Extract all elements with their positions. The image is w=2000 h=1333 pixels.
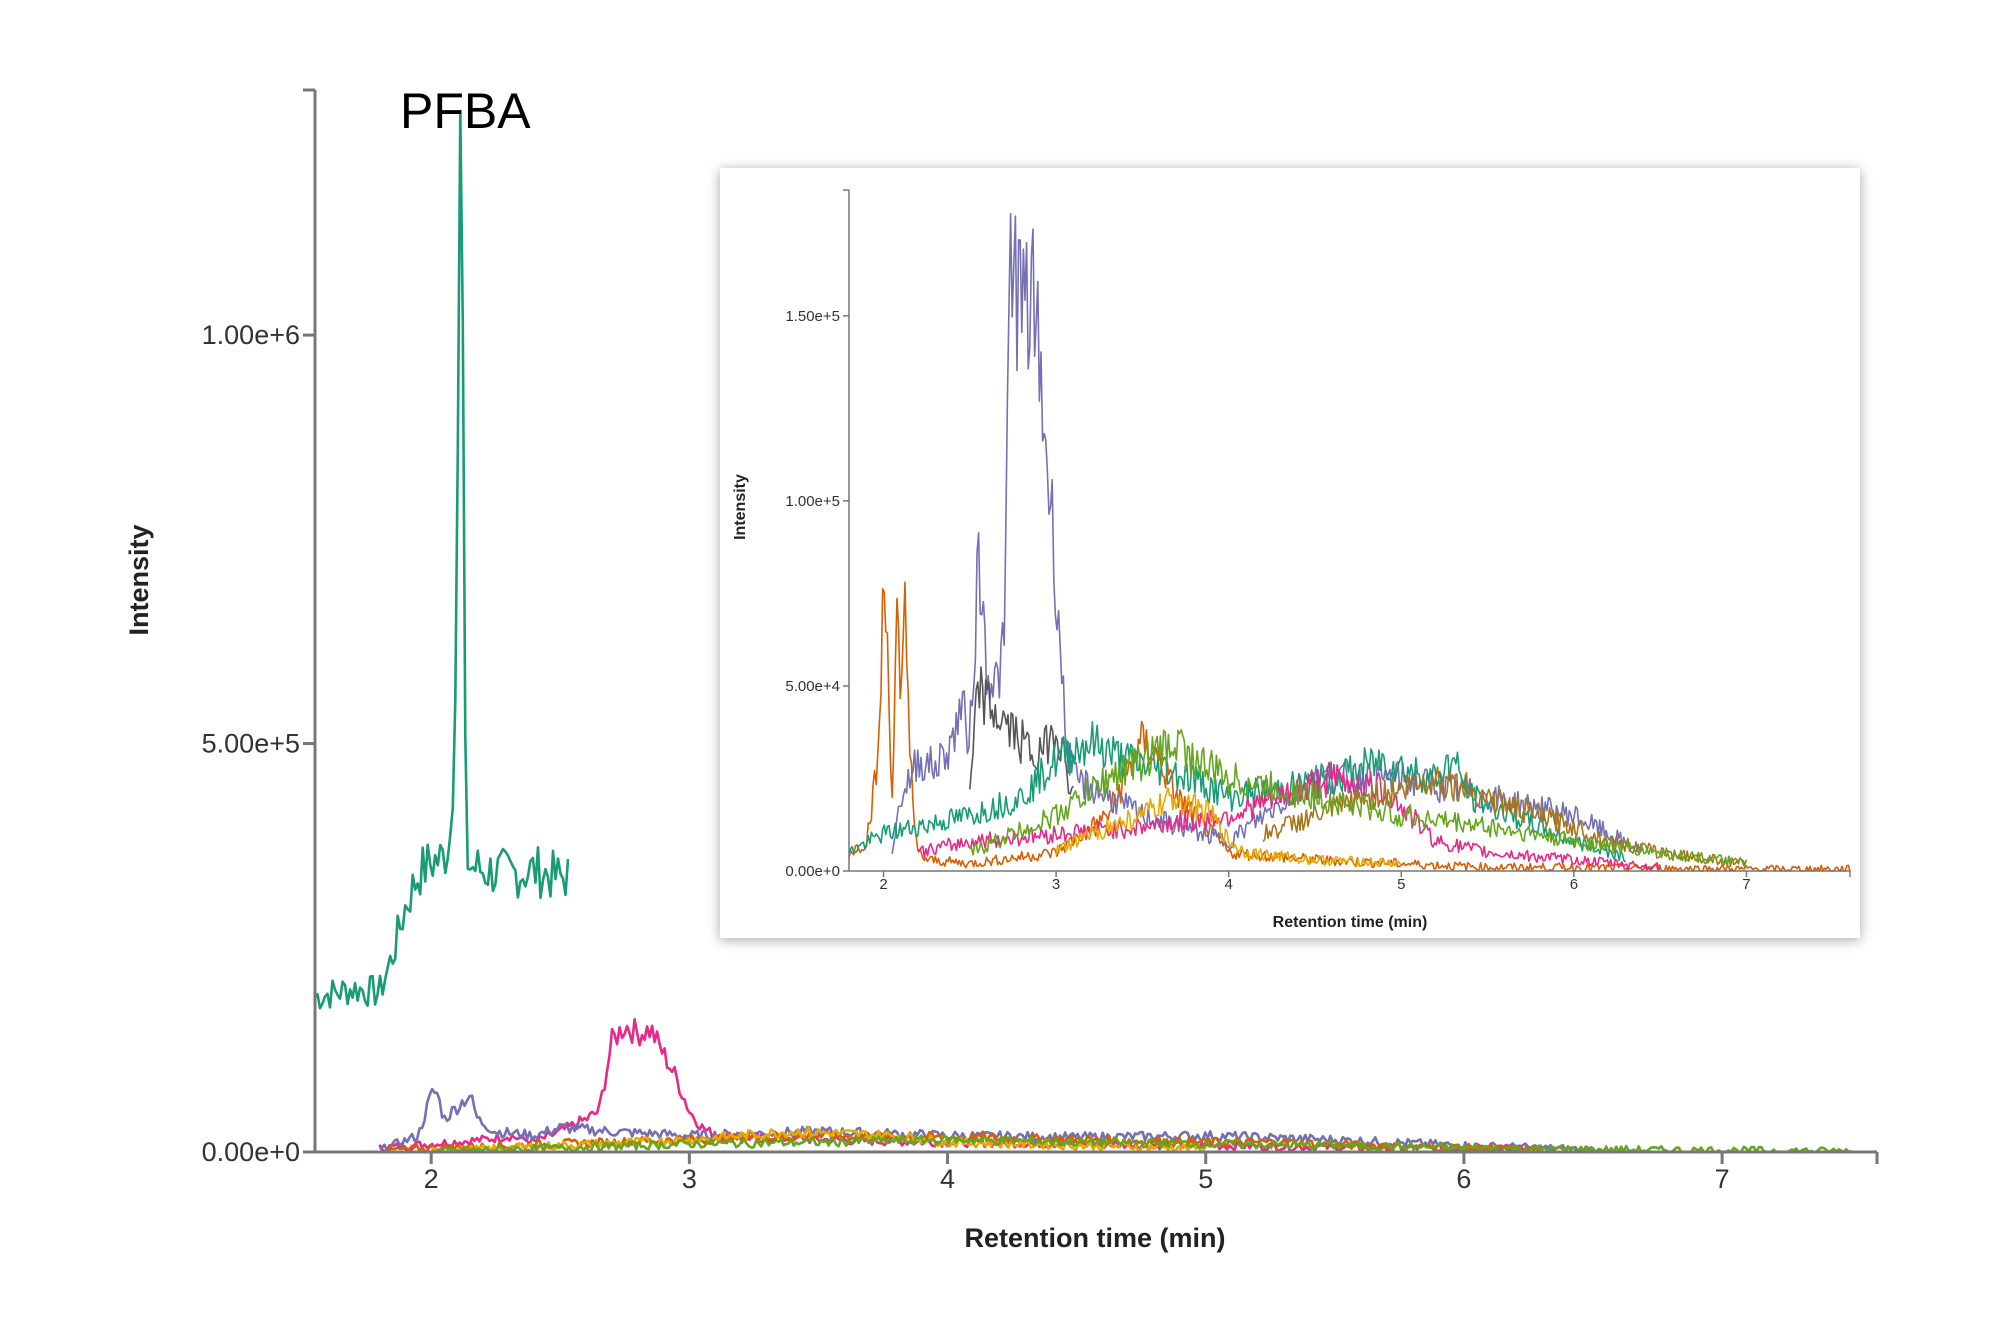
inset-series-8-line <box>1055 787 1402 868</box>
main-y-axis-label: Intensity <box>124 524 154 635</box>
main-x-axis-label: Retention time (min) <box>965 1223 1226 1253</box>
main-plot-area <box>314 109 1852 1154</box>
inset-y-tick-label-2: 1.00e+5 <box>785 493 840 510</box>
inset-series-4-line <box>848 721 1627 863</box>
main-series-6-line <box>430 1134 1852 1154</box>
inset-x-tick-label-2: 2 <box>879 876 887 893</box>
inset-x-tick-label-6: 6 <box>1570 876 1578 893</box>
inset-series-7-line <box>969 728 1747 868</box>
main-series-3-line <box>379 1087 1595 1154</box>
inset-x-axis-label: Retention time (min) <box>1273 914 1428 931</box>
main-x-tick-label-6: 6 <box>1456 1164 1471 1194</box>
main-x-tick-label-5: 5 <box>1198 1164 1213 1194</box>
inset-y-tick-label-3: 1.50e+5 <box>785 308 840 325</box>
main-x-tick-label-4: 4 <box>940 1164 955 1194</box>
inset-x-tick-label-4: 4 <box>1225 876 1233 893</box>
main-x-tick-label-7: 7 <box>1715 1164 1730 1194</box>
inset-y-tick-label-1: 5.00e+4 <box>785 678 840 695</box>
main-chart: 2 3 4 5 6 7 0.00e+0 5.00e+5 1.00e+6 PFBA Retenti… <box>124 83 1879 1253</box>
main-chart-title: PFBA <box>400 83 531 139</box>
inset-axes: 2 3 4 5 6 7 0.00e+0 5.00e+4 1.00e+5 1.50e+5 <box>785 189 1851 893</box>
inset-x-tick-label-7: 7 <box>1742 876 1750 893</box>
inset-panel <box>720 168 1860 938</box>
inset-chart: 2 3 4 5 6 7 0.00e+0 5.00e+4 1.00e+5 1.50e+5 Reten… <box>720 168 1860 938</box>
main-x-tick-label-3: 3 <box>682 1164 697 1194</box>
inset-y-tick-label-0: 0.00e+0 <box>785 863 840 880</box>
inset-series-5-line <box>917 761 1661 872</box>
main-x-tick-label-2: 2 <box>424 1164 439 1194</box>
main-axes: 2 3 4 5 6 7 0.00e+0 5.00e+5 1.00e+6 <box>202 88 1879 1194</box>
main-y-tick-label-1: 5.00e+5 <box>202 729 300 759</box>
inset-x-tick-label-3: 3 <box>1052 876 1060 893</box>
main-y-tick-label-0: 0.00e+0 <box>202 1137 300 1167</box>
main-series-1-line <box>314 109 570 1010</box>
inset-x-tick-label-5: 5 <box>1397 876 1405 893</box>
main-y-tick-label-2: 1.00e+6 <box>202 320 300 350</box>
inset-series-3-line <box>969 666 1074 795</box>
inset-y-axis-label: Intensity <box>732 474 749 540</box>
